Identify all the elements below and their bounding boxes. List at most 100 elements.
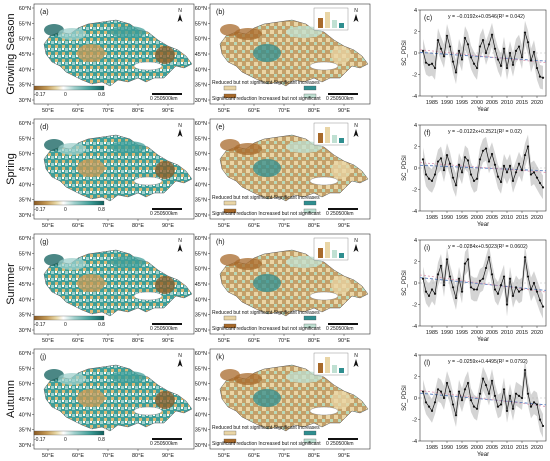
lake (309, 176, 339, 186)
x-tick-label: 2000 (471, 100, 483, 106)
data-point (475, 66, 479, 70)
data-point (469, 56, 473, 59)
data-point (511, 407, 515, 410)
panel-label: (h) (216, 239, 225, 246)
data-point (472, 179, 476, 182)
data-point (541, 186, 545, 189)
y-tick-label: -4 (412, 324, 417, 330)
inset-bar (332, 135, 337, 143)
lon-label: 70°E (102, 223, 114, 229)
trend-legend-row1: Reduced but not significant Significant … (212, 425, 320, 431)
lat-label: 30°N (19, 213, 31, 219)
slope-mid: 0 (64, 92, 67, 98)
lon-label: 60°E (72, 108, 84, 114)
data-point (427, 405, 431, 408)
inset-bar (325, 127, 330, 143)
scale-bar-label: 0 250500km (326, 211, 354, 217)
slope-colorbar (33, 315, 105, 321)
data-point (436, 39, 440, 42)
trend-legend-row2: Significant reduction Increased but not … (212, 326, 321, 332)
slope-max: 0.8 (98, 437, 105, 443)
data-point (424, 290, 428, 293)
map-patch (58, 28, 86, 40)
lat-label: 35°N (19, 313, 31, 319)
scale-bar-label: 0 250500km (150, 441, 178, 447)
lat-label: 30°N (19, 98, 31, 104)
north-arrow: N (353, 238, 359, 252)
timeseries-chart: 4 2 0 -2 -4 1985 1990 1995 2000 2005 2010 2015 2020 Y… (402, 238, 547, 343)
trend-legend: Reduced but not significant Significant … (212, 425, 321, 447)
data-point (499, 64, 503, 67)
lat-label: 45°N (19, 282, 31, 288)
lat-label: 40°N (195, 182, 207, 188)
data-point (523, 256, 527, 259)
x-tick-label: 2015 (516, 445, 528, 451)
inset-bar (332, 250, 337, 258)
lat-label: 40°N (19, 412, 31, 418)
data-point (433, 401, 437, 404)
data-point (463, 262, 467, 265)
trend-line (419, 51, 547, 62)
trend-equation: y = −0.0259x+0.4495(R² = 0.0792) (448, 359, 528, 365)
lat-label: 45°N (195, 282, 207, 288)
trend-equation: y = −0.0122x+0.2521(R² = 0.02) (448, 129, 522, 135)
map-patch (155, 391, 175, 409)
x-tick-label: 2015 (516, 100, 528, 106)
panel-label: (g) (40, 239, 49, 246)
lat-label: 60°N (195, 351, 207, 357)
data-point (439, 390, 443, 393)
data-point (433, 173, 437, 176)
data-point (478, 45, 482, 48)
north-label: N (354, 353, 358, 359)
north-arrow: N (353, 123, 359, 137)
data-point (505, 66, 509, 70)
lat-label: 30°N (195, 98, 207, 104)
data-point (445, 34, 449, 37)
map-patch (331, 391, 351, 409)
inset-histogram (313, 122, 349, 146)
scale-bar-label: 0 250500km (326, 96, 354, 102)
y-tick-label: -4 (412, 209, 417, 215)
data-point (481, 377, 485, 380)
map-patch (253, 389, 281, 407)
data-point (529, 59, 533, 62)
panel-label: (b) (216, 9, 225, 16)
north-label: N (354, 8, 358, 14)
data-point (457, 390, 461, 393)
x-tick-label: 2010 (501, 445, 513, 451)
data-point (481, 39, 485, 42)
data-point (490, 273, 494, 276)
map-patch (234, 28, 262, 40)
data-point (472, 405, 476, 408)
data-point (463, 388, 467, 391)
lat-label: 60°N (19, 236, 31, 242)
scale-bar-label: 0 250500km (326, 441, 354, 447)
x-tick-label: 2020 (531, 100, 543, 106)
data-point (430, 409, 434, 412)
data-point (466, 258, 470, 261)
trend-equation: y = −0.0284x+0.5023(R² = 0.0602) (448, 244, 528, 250)
lake (309, 291, 339, 301)
data-point (424, 173, 428, 176)
map-patch (155, 276, 175, 294)
data-point (517, 394, 521, 397)
trend-legend-swatch (223, 208, 237, 214)
data-point (520, 169, 524, 172)
map-patch (286, 256, 322, 268)
data-point (421, 49, 425, 52)
map-patch (77, 44, 105, 62)
data-point (448, 45, 452, 48)
slope-legend: -0.17 0 0.8 (33, 85, 105, 98)
figure-row: Growing Season60°N55°N50°N45°N40°N35°N30… (5, 3, 547, 114)
lon-label: 80°E (132, 453, 144, 459)
data-point (460, 399, 464, 402)
data-point (487, 392, 491, 395)
slope-min: -0.17 (34, 92, 46, 98)
data-point (511, 179, 515, 182)
panel-label: (a) (40, 9, 49, 16)
lon-label: 80°E (308, 338, 320, 344)
slope-max: 0.8 (98, 92, 105, 98)
north-arrow-icon (353, 359, 359, 367)
x-axis-label: Year (477, 222, 489, 228)
lat-label: 35°N (19, 83, 31, 89)
